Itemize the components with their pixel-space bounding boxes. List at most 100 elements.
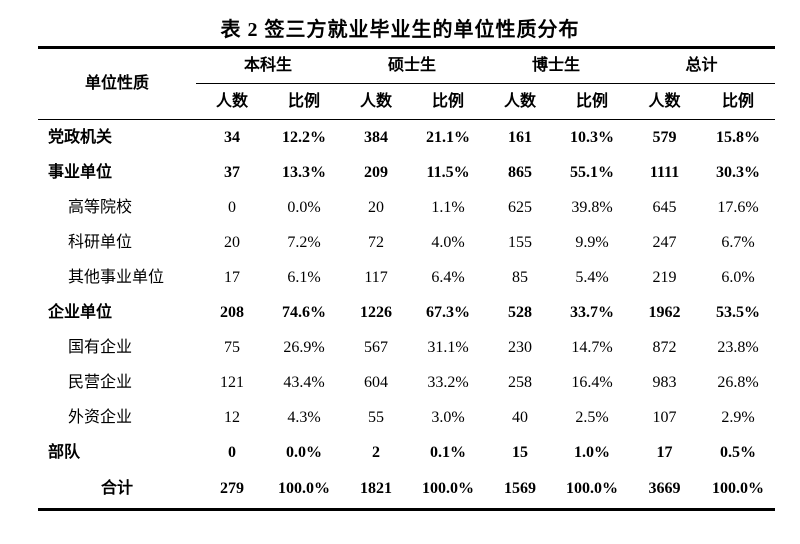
- count-cell: 0: [228, 443, 236, 461]
- row-label: 其他事业单位: [68, 268, 165, 286]
- ratio-cell: 30.3%: [716, 163, 761, 181]
- ratio-cell: 13.3%: [282, 163, 326, 181]
- ratio-cell: 4.0%: [431, 233, 465, 251]
- count-cell: 645: [652, 198, 677, 216]
- table-row: 部队 0 0.0% 2 0.1% 15 1.0% 17 0.5%: [38, 435, 775, 470]
- row-label: 国有企业: [68, 338, 133, 356]
- count-cell: 528: [508, 303, 533, 321]
- group-header-row: 单位性质 本科生 硕士生 博士生 总计: [38, 47, 776, 120]
- group-header-total: 总计: [628, 47, 776, 84]
- ratio-cell: 6.1%: [287, 268, 321, 286]
- ratio-cell: 39.8%: [571, 198, 613, 216]
- count-cell: 17: [224, 268, 240, 286]
- count-cell: 1111: [649, 163, 680, 181]
- ratio-cell: 6.4%: [431, 268, 465, 286]
- sub-header-row: 人数 比例 人数 比例 人数 比例 人数 比例: [38, 83, 776, 120]
- count-cell: 1962: [648, 303, 681, 321]
- ratio-cell: 16.4%: [571, 373, 613, 391]
- ratio-cell: 6.0%: [721, 268, 755, 286]
- ratio-cell: 3.0%: [431, 408, 465, 426]
- ratio-cell: 9.9%: [575, 233, 609, 251]
- count-cell: 20: [368, 198, 385, 216]
- ratio-cell: 4.3%: [287, 408, 321, 426]
- table-row: 事业单位 37 13.3% 209 11.5% 865 55.1% 1111 30.3%: [38, 155, 775, 190]
- sub-header-ratio: 比例: [412, 83, 485, 120]
- ratio-cell: 11.5%: [426, 163, 470, 181]
- table-row: 外资企业 12 4.3% 55 3.0% 40 2.5% 107 2.9%: [38, 400, 775, 435]
- ratio-cell: 43.4%: [283, 373, 325, 391]
- table-row: 合计 279 100.0% 1821 100.0% 1569 100.0% 3669 100.0…: [38, 470, 775, 510]
- count-cell: 865: [508, 163, 533, 181]
- ratio-cell: 1.1%: [431, 198, 465, 216]
- ratio-cell: 6.7%: [721, 233, 755, 251]
- count-cell: 55: [368, 408, 385, 426]
- table-row: 党政机关 34 12.2% 384 21.1% 161 10.3% 579 15.8%: [38, 120, 775, 156]
- ratio-cell: 67.3%: [426, 303, 471, 321]
- count-cell: 604: [364, 373, 389, 391]
- row-label: 企业单位: [48, 303, 113, 321]
- count-cell: 983: [652, 373, 677, 391]
- group-header-master: 硕士生: [340, 47, 485, 84]
- count-cell: 40: [512, 408, 529, 426]
- count-cell: 72: [368, 233, 385, 251]
- count-cell: 209: [364, 163, 389, 181]
- ratio-cell: 100.0%: [278, 480, 330, 497]
- ratio-cell: 33.7%: [570, 303, 615, 321]
- ratio-cell: 26.9%: [283, 338, 325, 356]
- ratio-cell: 23.8%: [717, 338, 759, 356]
- table-row: 其他事业单位 17 6.1% 117 6.4% 85 5.4% 219 6.0%: [38, 260, 775, 295]
- row-label: 科研单位: [68, 233, 133, 251]
- count-cell: 37: [224, 163, 240, 181]
- count-cell: 208: [220, 303, 244, 321]
- ratio-cell: 12.2%: [282, 128, 326, 146]
- ratio-cell: 33.2%: [427, 373, 469, 391]
- sub-header-count: 人数: [196, 83, 268, 120]
- ratio-cell: 0.0%: [287, 198, 321, 216]
- sub-header-count: 人数: [484, 83, 557, 120]
- row-label: 部队: [48, 443, 81, 461]
- count-cell: 384: [364, 128, 389, 146]
- count-cell: 247: [652, 233, 677, 251]
- ratio-cell: 14.7%: [571, 338, 613, 356]
- ratio-cell: 15.8%: [716, 128, 761, 146]
- row-label: 合计: [100, 480, 133, 497]
- sub-header-ratio: 比例: [556, 83, 629, 120]
- ratio-cell: 74.6%: [282, 303, 326, 321]
- group-header-doctoral: 博士生: [484, 47, 629, 84]
- sub-header-ratio: 比例: [268, 83, 341, 120]
- ratio-cell: 5.4%: [575, 268, 609, 286]
- ratio-cell: 31.1%: [427, 338, 469, 356]
- count-cell: 3669: [648, 480, 681, 497]
- count-cell: 0: [228, 198, 236, 216]
- count-cell: 579: [652, 128, 677, 146]
- count-cell: 230: [508, 338, 533, 356]
- ratio-cell: 100.0%: [422, 480, 475, 497]
- sub-header-ratio: 比例: [701, 83, 776, 120]
- count-cell: 279: [220, 480, 244, 497]
- count-cell: 872: [652, 338, 677, 356]
- count-cell: 85: [512, 268, 529, 286]
- count-cell: 121: [220, 373, 244, 391]
- count-cell: 12: [224, 408, 240, 426]
- ratio-cell: 100.0%: [712, 480, 765, 497]
- unit-type-distribution-table: 单位性质 本科生 硕士生 博士生 总计 人数 比例 人数 比例 人数 比例 人数…: [38, 46, 776, 511]
- row-label: 民营企业: [68, 373, 133, 391]
- count-cell: 117: [364, 268, 388, 286]
- table-body: 党政机关 34 12.2% 384 21.1% 161 10.3% 579 15.8% 事业单位 3…: [38, 120, 775, 510]
- count-cell: 161: [508, 128, 533, 146]
- count-cell: 155: [508, 233, 533, 251]
- count-cell: 1569: [504, 480, 537, 497]
- count-cell: 1226: [360, 303, 393, 321]
- ratio-cell: 26.8%: [717, 373, 759, 391]
- count-cell: 2: [372, 443, 381, 461]
- group-header-undergraduate: 本科生: [196, 47, 341, 84]
- ratio-cell: 55.1%: [570, 163, 615, 181]
- count-cell: 567: [364, 338, 389, 356]
- count-cell: 107: [652, 408, 677, 426]
- count-cell: 75: [224, 338, 240, 356]
- count-cell: 219: [652, 268, 677, 286]
- ratio-cell: 2.5%: [575, 408, 609, 426]
- table-title: 表 2 签三方就业毕业生的单位性质分布: [220, 19, 580, 41]
- table-row: 高等院校 0 0.0% 20 1.1% 625 39.8% 645 17.6%: [38, 190, 775, 225]
